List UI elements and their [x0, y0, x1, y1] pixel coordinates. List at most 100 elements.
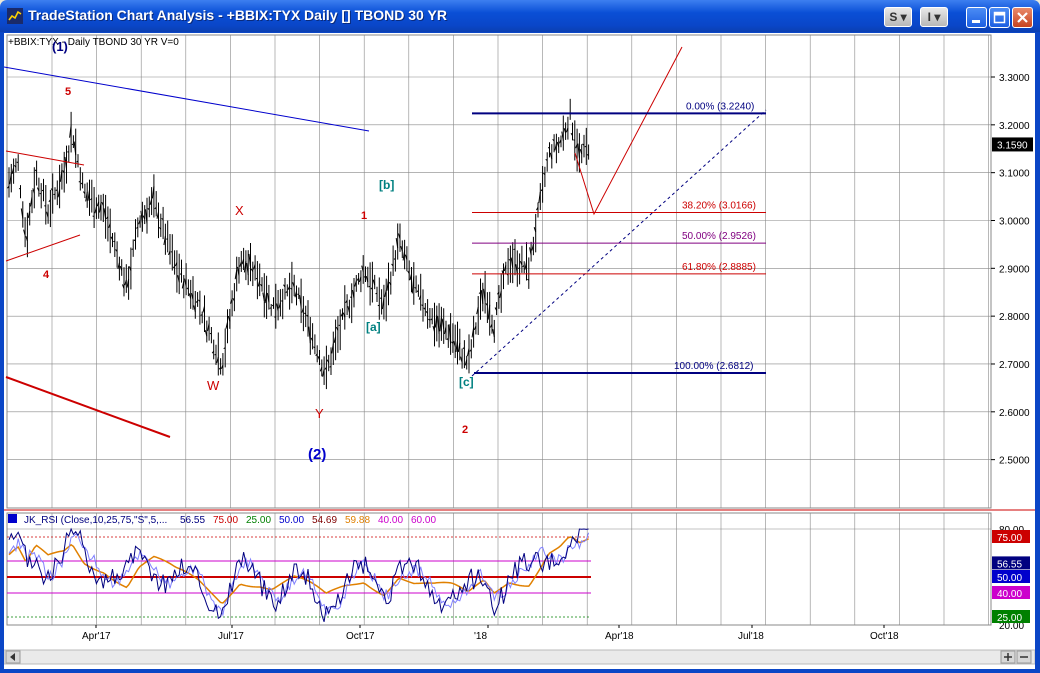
- price-bar-tick: [487, 304, 491, 320]
- rsi-value-badge: [992, 570, 1030, 583]
- rsi-legend-item: 50.00: [279, 515, 304, 526]
- price-bar-tick: [115, 249, 118, 252]
- price-bar-tick: [490, 323, 493, 328]
- price-bar-tick: [464, 359, 468, 366]
- price-bar-tick: [324, 367, 327, 370]
- price-bar-tick: [246, 262, 249, 275]
- price-bar-tick: [386, 278, 389, 291]
- price-bar-tick: [149, 199, 153, 205]
- price-bar-tick: [283, 284, 286, 288]
- x-tick-label: '18: [474, 631, 487, 642]
- price-bar-tick: [174, 262, 178, 267]
- price-bar-tick: [400, 246, 403, 252]
- price-bar-tick: [73, 141, 77, 156]
- price-bar-tick: [358, 276, 362, 283]
- rsi-value-badge-label: 56.55: [997, 559, 1022, 570]
- price-bar-tick: [292, 282, 295, 288]
- price-bar-tick: [416, 290, 419, 293]
- y-tick-label: 2.9000: [999, 264, 1030, 275]
- y-tick-label: 3.2000: [999, 121, 1030, 132]
- price-bar-tick: [421, 304, 424, 307]
- minimize-button[interactable]: [966, 7, 987, 28]
- i-menu-button[interactable]: I ▾: [920, 7, 948, 27]
- price-bar-tick: [138, 219, 141, 225]
- price-bar-tick: [372, 279, 376, 286]
- price-bar-tick: [278, 302, 281, 309]
- price-bar-tick: [529, 247, 532, 256]
- price-bar-tick: [85, 191, 88, 202]
- y-tick-label: 2.7000: [999, 360, 1030, 371]
- close-button[interactable]: [1012, 7, 1033, 28]
- price-bar-tick: [554, 143, 557, 151]
- price-bar-tick: [191, 292, 194, 300]
- rsi-value-badge: [992, 610, 1030, 623]
- price-bar-tick: [200, 314, 203, 316]
- rsi-value-badge-label: 75.00: [997, 533, 1022, 544]
- wave-label: 4: [43, 269, 50, 281]
- price-bar-tick: [513, 248, 516, 251]
- wave-label: 1: [361, 210, 367, 222]
- rsi-panel: [6, 512, 992, 626]
- wave-label: 5: [65, 86, 71, 98]
- projection-line: [574, 46, 683, 216]
- price-bar-tick: [577, 143, 580, 158]
- price-bar-tick: [308, 326, 311, 344]
- price-bar-tick: [540, 188, 543, 192]
- price-bar-tick: [119, 265, 123, 271]
- price-bar-tick: [402, 250, 406, 261]
- price-bar-tick: [290, 287, 293, 290]
- price-bar-tick: [586, 154, 589, 156]
- price-bar-tick: [310, 337, 314, 342]
- fib-label: 38.20% (3.0166): [682, 201, 756, 212]
- price-bar-tick: [80, 182, 83, 185]
- price-bar-tick: [370, 287, 373, 290]
- maximize-icon: [993, 11, 1006, 24]
- s-menu-button[interactable]: S ▾: [884, 7, 912, 27]
- price-bar-tick: [154, 207, 157, 210]
- price-bar-tick: [250, 268, 254, 272]
- price-bar-tick: [50, 188, 54, 192]
- price-bar-tick: [225, 322, 228, 329]
- price-bar-tick: [16, 161, 19, 164]
- rsi-legend-item: JK_RSI (Close,10,25,75,"S",5,...: [24, 515, 167, 526]
- price-bar-tick: [41, 189, 44, 192]
- price-bar-tick: [181, 280, 185, 289]
- last-price-badge: [992, 137, 1033, 152]
- price-bar-tick: [501, 270, 504, 276]
- price-bar-tick: [326, 359, 330, 363]
- price-bar-tick: [177, 274, 180, 283]
- chart-header: +BBIX:TYX - Daily TBOND 30 YR V=0: [8, 37, 179, 48]
- price-bar-tick: [30, 196, 33, 207]
- price-bar-tick: [365, 275, 369, 283]
- wave-label: [c]: [459, 375, 474, 389]
- price-bar-tick: [446, 337, 449, 341]
- price-bar-tick: [527, 278, 530, 281]
- price-bar-tick: [347, 306, 350, 313]
- scrollbar-track: [4, 649, 1035, 665]
- price-bar-tick: [559, 139, 562, 144]
- price-bar-tick: [110, 236, 113, 240]
- minimize-icon: [972, 20, 980, 23]
- price-bar-tick: [322, 369, 325, 377]
- price-bar-tick: [151, 186, 155, 199]
- price-panel: [6, 34, 992, 509]
- price-bar-tick: [455, 340, 458, 352]
- horizontal-scrollbar[interactable]: [4, 649, 1035, 665]
- price-bar-tick: [543, 172, 546, 176]
- price-bar-tick: [188, 293, 192, 299]
- price-bar-tick: [499, 291, 502, 299]
- price-bar-tick: [204, 330, 208, 337]
- price-bar-tick: [20, 208, 24, 219]
- price-bar-tick: [25, 236, 28, 242]
- title-bar[interactable]: TradeStation Chart Analysis - +BBIX:TYX …: [0, 0, 1040, 32]
- price-bar-tick: [444, 326, 447, 335]
- price-bar-tick: [565, 127, 569, 133]
- price-bar-tick: [131, 248, 134, 250]
- price-bar-tick: [161, 217, 164, 221]
- maximize-button[interactable]: [989, 7, 1010, 28]
- price-bar-tick: [99, 202, 102, 213]
- price-bar-tick: [575, 144, 578, 149]
- price-bar-tick: [55, 189, 58, 191]
- rsi-main-line: [8, 527, 589, 622]
- price-bar-tick: [453, 340, 456, 347]
